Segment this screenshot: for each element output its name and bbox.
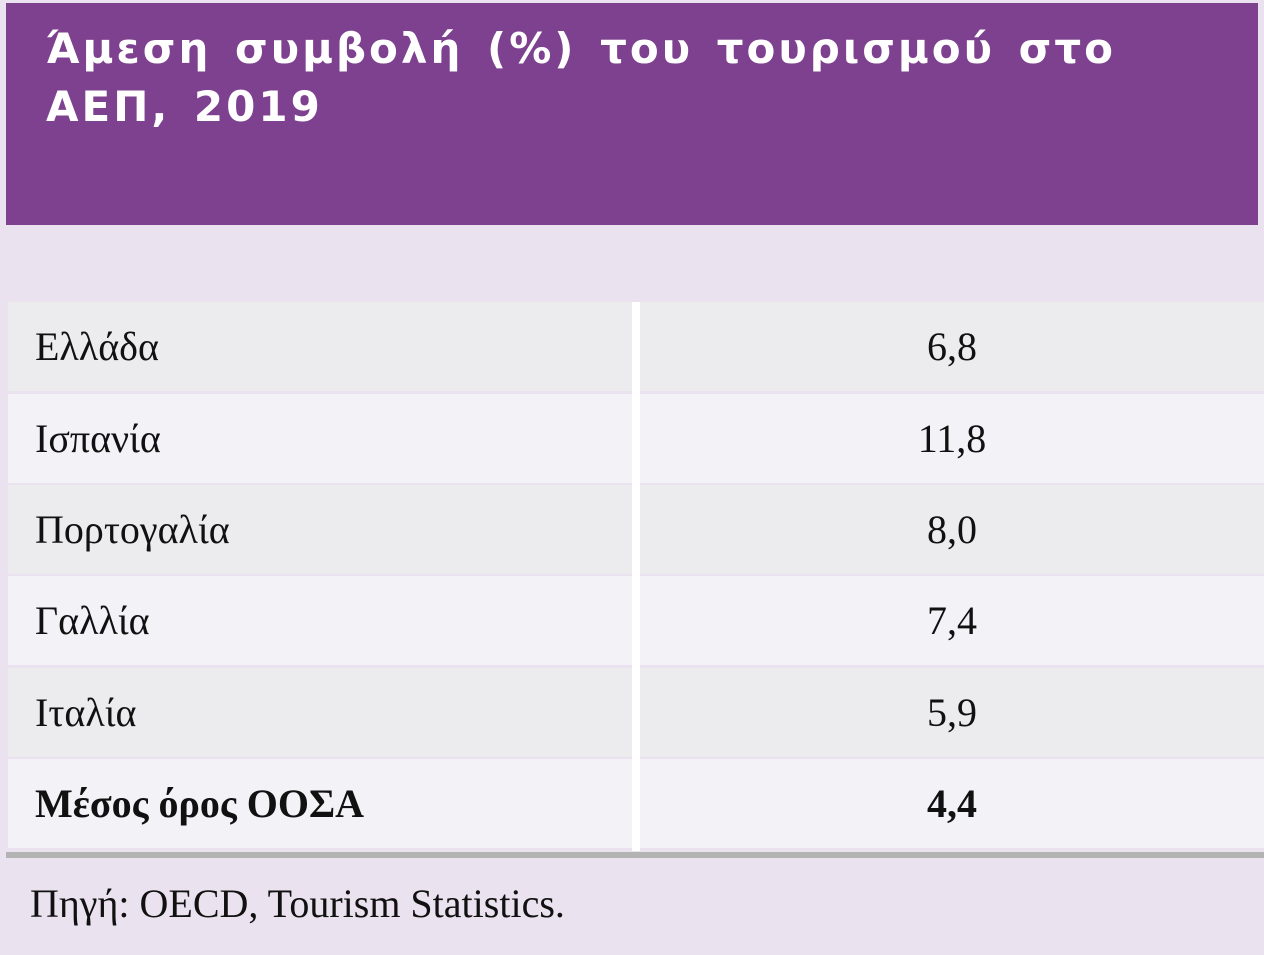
value-cell: 4,4 — [927, 781, 977, 826]
value-cell: 11,8 — [917, 416, 987, 461]
country-name-cell: Ιταλία — [35, 690, 137, 735]
table-title: Άμεση συμβολή (%) του τουρισμού στο ΑΕΠ,… — [46, 24, 1117, 131]
data-table: Ελλάδα 6,8 Ισπανία 11,8 Πορτογαλία 8,0 Γ… — [8, 302, 1264, 851]
column-divider — [632, 302, 640, 851]
country-name-cell: Ισπανία — [35, 416, 161, 461]
source-note: Πηγή: OECD, Tourism Statistics. — [30, 881, 565, 926]
country-name-cell: Μέσος όρος ΟΟΣΑ — [35, 781, 365, 826]
title-band — [6, 3, 1258, 225]
country-name-cell: Γαλλία — [35, 598, 150, 643]
value-cell: 8,0 — [927, 507, 977, 552]
country-name-cell: Πορτογαλία — [35, 507, 230, 552]
table-bottom-rule — [6, 852, 1264, 858]
value-cell: 7,4 — [927, 598, 977, 643]
value-cell: 6,8 — [927, 324, 977, 369]
country-name-cell: Ελλάδα — [35, 324, 159, 369]
value-cell: 5,9 — [927, 690, 977, 735]
